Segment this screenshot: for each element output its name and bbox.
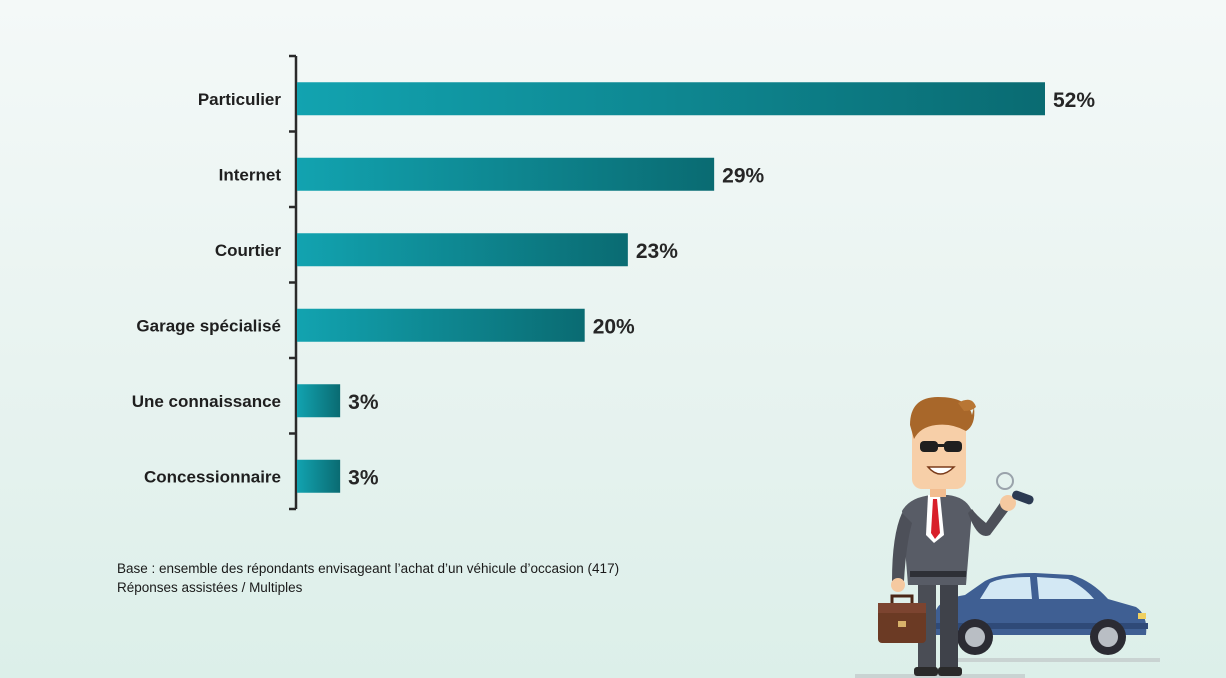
- category-label: Garage spécialisé: [136, 316, 281, 335]
- category-labels: Particulier Internet Courtier Garage spécia…: [132, 90, 282, 487]
- category-label: Particulier: [198, 90, 282, 109]
- bar: [297, 384, 341, 418]
- value-label: 3%: [348, 466, 379, 489]
- bar: [297, 82, 1045, 116]
- value-labels: 52% 29% 23% 20% 3% 3%: [348, 89, 1095, 490]
- category-label: Une connaissance: [132, 392, 281, 411]
- businessman-with-car-illustration: [855, 397, 1160, 678]
- category-axis: [289, 54, 298, 511]
- car-illustration: [935, 573, 1148, 655]
- category-label: Internet: [219, 165, 282, 184]
- bar-chart: Particulier Internet Courtier Garage spécia…: [132, 54, 1095, 511]
- footnote-base: Base : ensemble des répondants envisagea…: [117, 561, 620, 576]
- bar: [297, 233, 628, 267]
- bar: [297, 308, 585, 342]
- footnote: Base : ensemble des répondants envisagea…: [117, 559, 619, 597]
- category-label: Courtier: [215, 241, 282, 260]
- value-label: 20%: [593, 315, 635, 338]
- bar-series: [297, 82, 1045, 493]
- bar: [297, 459, 341, 493]
- value-label: 23%: [636, 240, 678, 263]
- value-label: 52%: [1053, 89, 1095, 112]
- briefcase-illustration: [878, 594, 926, 643]
- value-label: 29%: [722, 164, 764, 187]
- category-label: Concessionnaire: [144, 467, 281, 486]
- value-label: 3%: [348, 391, 379, 414]
- bar: [297, 157, 715, 191]
- footnote-response-type: Réponses assistées / Multiples: [117, 580, 303, 595]
